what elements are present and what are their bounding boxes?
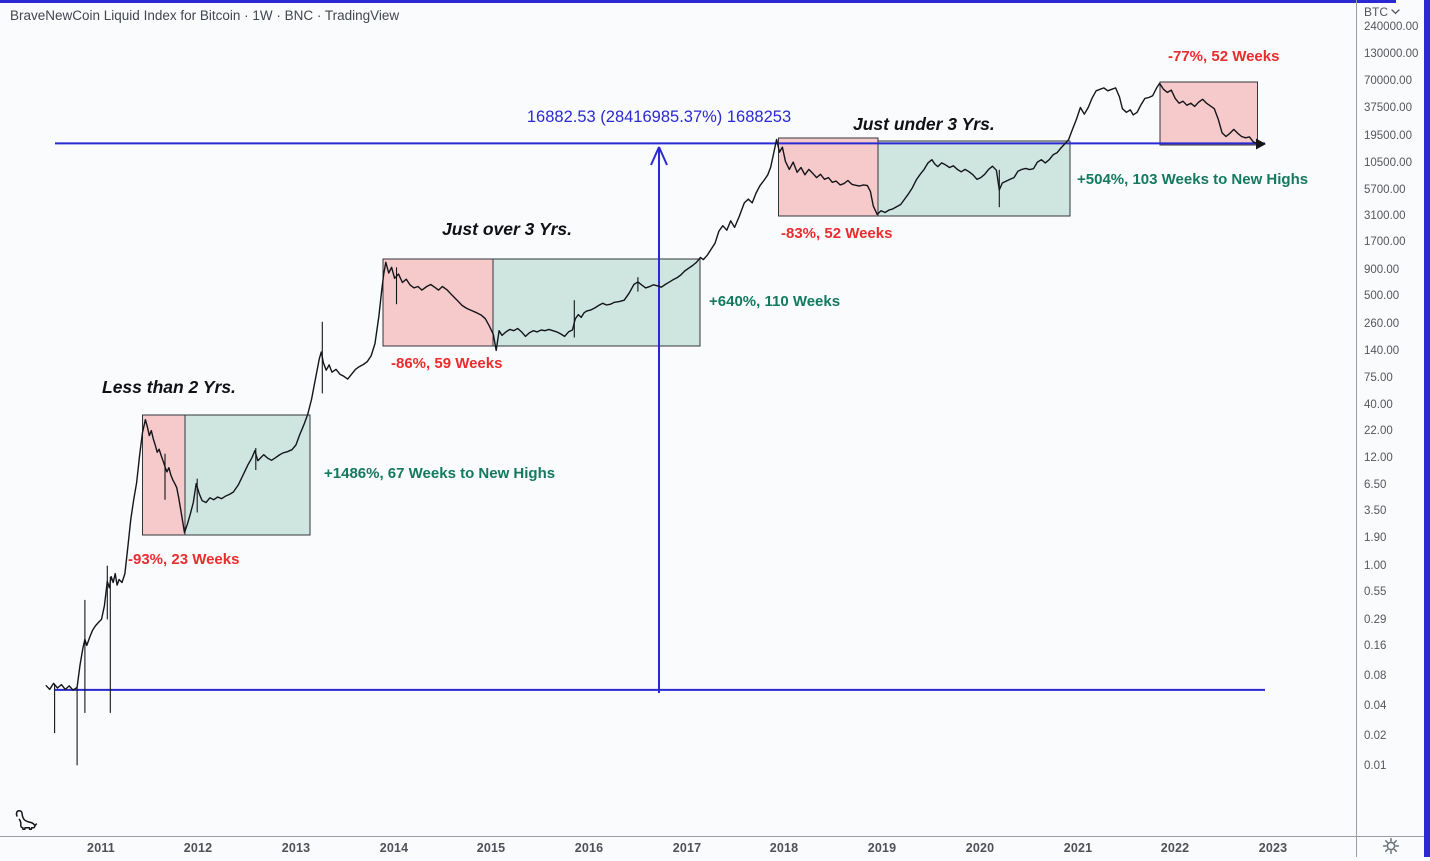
x-axis-label: 2021 [1063, 841, 1093, 855]
y-axis-tick: 70000.00 [1364, 75, 1412, 87]
y-axis-tick: 240000.00 [1364, 21, 1419, 33]
x-axis-label: 2016 [574, 841, 604, 855]
x-axis-label: 2011 [87, 841, 115, 855]
chart-title: BraveNewCoin Liquid Index for Bitcoin · … [10, 8, 400, 23]
y-axis-tick: 0.04 [1364, 700, 1387, 712]
y-axis-tick: 0.55 [1364, 586, 1387, 598]
y-axis-tick: 0.08 [1364, 670, 1387, 682]
cycle-box-drawdown[interactable] [1159, 81, 1258, 146]
y-axis-tick: 10500.00 [1364, 157, 1412, 169]
cycle-box-recovery[interactable] [877, 140, 1071, 217]
y-axis-tick: 0.02 [1364, 730, 1387, 742]
drawdown-annotation[interactable]: -83%, 52 Weeks [781, 225, 893, 242]
currency-label: BTC [1364, 5, 1388, 19]
price-end-arrow [1256, 138, 1266, 150]
axis-settings-gear-icon[interactable] [1381, 836, 1401, 856]
y-axis-tick: 260.00 [1364, 318, 1400, 330]
vline-arrowhead-up [650, 146, 668, 166]
y-axis-tick: 19500.00 [1364, 130, 1412, 142]
y-axis-tick: 3.50 [1364, 505, 1387, 517]
top-accent-strip [0, 0, 1396, 3]
y-axis-tick: 12.00 [1364, 452, 1393, 464]
cycle-duration-label[interactable]: Just under 3 Yrs. [853, 114, 995, 134]
dinosaur-logo-icon[interactable] [13, 807, 39, 833]
y-axis-tick: 0.29 [1364, 614, 1387, 626]
y-axis-tick: 3100.00 [1364, 210, 1406, 222]
y-axis-tick: 500.00 [1364, 290, 1400, 302]
right-accent-strip [1424, 0, 1430, 857]
x-axis-label: 2013 [281, 841, 311, 855]
recovery-annotation[interactable]: +504%, 103 Weeks to New Highs [1077, 171, 1309, 188]
recovery-annotation[interactable]: +640%, 110 Weeks [709, 293, 841, 310]
drawdown-annotation[interactable]: -93%, 23 Weeks [128, 551, 240, 568]
cycle-duration-label[interactable]: Less than 2 Yrs. [102, 377, 236, 397]
x-axis-label: 2023 [1258, 841, 1288, 855]
currency-toggle[interactable]: BTC [1364, 5, 1400, 19]
y-axis-tick: 900.00 [1364, 264, 1400, 276]
y-axis-tick: 5700.00 [1364, 184, 1406, 196]
x-axis-label: 2017 [672, 841, 702, 855]
y-axis-tick: 37500.00 [1364, 102, 1412, 114]
y-axis-tick: 140.00 [1364, 345, 1400, 357]
y-axis-tick: 130000.00 [1364, 48, 1419, 60]
cycle-box-recovery[interactable] [492, 258, 701, 347]
y-axis-tick: 1.90 [1364, 532, 1387, 544]
chart-title-bar: BraveNewCoin Liquid Index for Bitcoin · … [0, 3, 1356, 29]
y-axis-tick: 75.00 [1364, 372, 1393, 384]
y-axis-tick: 0.01 [1364, 760, 1387, 772]
chevron-down-icon [1391, 9, 1400, 15]
drawdown-annotation[interactable]: -77%, 52 Weeks [1168, 48, 1280, 65]
x-axis-label: 2022 [1160, 841, 1190, 855]
cycle-duration-label[interactable]: Just over 3 Yrs. [442, 219, 573, 239]
y-axis-tick: 22.00 [1364, 425, 1393, 437]
x-axis-label: 2019 [867, 841, 897, 855]
price-axis[interactable]: BTC 240000.00 130000.00 70000.00 37500.00 19… [1356, 0, 1425, 857]
price-line[interactable] [45, 82, 1258, 691]
x-axis-label: 2015 [476, 841, 506, 855]
x-axis-label: 2020 [965, 841, 995, 855]
cycle-box-drawdown[interactable] [382, 258, 494, 347]
x-axis-label: 2014 [379, 841, 409, 855]
recovery-annotation[interactable]: +1486%, 67 Weeks to New Highs [324, 465, 556, 482]
y-axis-tick: 40.00 [1364, 399, 1393, 411]
y-axis-tick: 1700.00 [1364, 236, 1406, 248]
cycle-box-recovery[interactable] [184, 414, 311, 536]
y-axis-tick: 6.50 [1364, 479, 1387, 491]
y-axis-tick: 1.00 [1364, 560, 1387, 572]
y-axis-tick: 0.16 [1364, 640, 1387, 652]
x-axis-label: 2012 [183, 841, 213, 855]
drawdown-annotation[interactable]: -86%, 59 Weeks [391, 355, 503, 372]
time-axis[interactable]: 2011 2012 2013 2014 2015 2016 2017 2018 2019 2020… [0, 836, 1424, 858]
x-axis-label: 2018 [769, 841, 799, 855]
